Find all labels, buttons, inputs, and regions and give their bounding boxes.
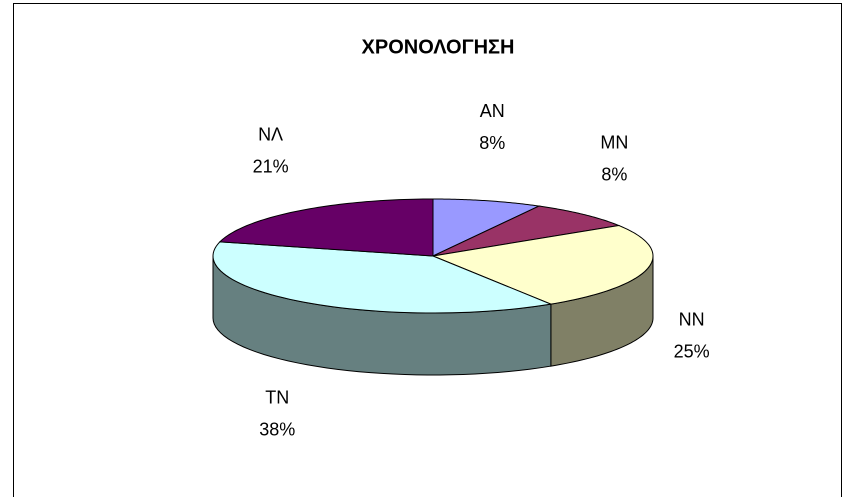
slice (432, 205, 621, 257)
slice-label: AN (480, 101, 505, 121)
slice-value-label: 38% (259, 420, 295, 440)
slice-value-label: 8% (479, 133, 505, 153)
slice (218, 198, 434, 257)
slice-label: MN (600, 133, 628, 153)
chart-frame (13, 3, 842, 497)
slice-label: TN (265, 388, 289, 408)
slice-value-label: 8% (601, 165, 627, 185)
slice (432, 198, 541, 257)
slice (431, 224, 654, 305)
slice (212, 241, 553, 314)
slice-value-label: 25% (674, 342, 710, 362)
chart-title: ΧΡΟΝΟΛΟΓΗΣΗ (362, 36, 515, 58)
slice-label: NΛ (258, 124, 283, 144)
slice-label: NN (679, 310, 705, 330)
slice-value-label: 21% (253, 156, 289, 176)
